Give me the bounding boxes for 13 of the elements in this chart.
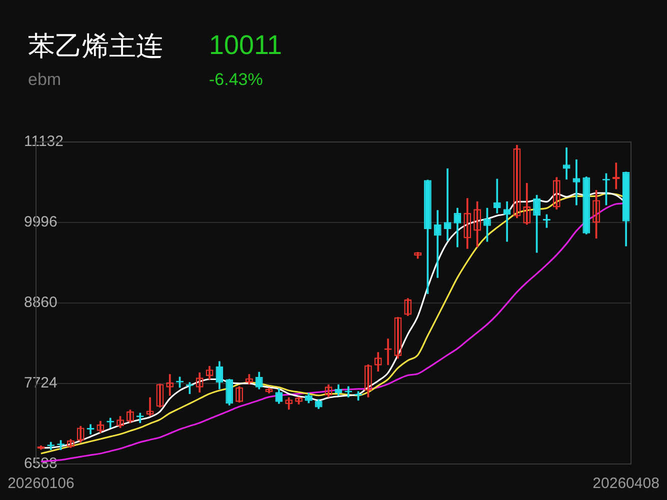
x-tick-label: 20260408 — [592, 475, 660, 492]
chart-subtitle: ebm — [28, 70, 62, 90]
chart-title: 苯乙烯主连 — [28, 30, 163, 64]
candlestick — [493, 178, 501, 214]
y-tick-label: 9996 — [24, 214, 58, 231]
candlestick — [503, 201, 511, 242]
text: -6.43% — [209, 70, 263, 90]
candlestick — [434, 210, 442, 278]
candlestick — [86, 424, 94, 434]
x-tick-label: 20260106 — [8, 475, 74, 492]
candlestick — [444, 168, 452, 241]
y-tick-label: 8860 — [24, 294, 58, 312]
text: 10011 — [209, 30, 282, 61]
